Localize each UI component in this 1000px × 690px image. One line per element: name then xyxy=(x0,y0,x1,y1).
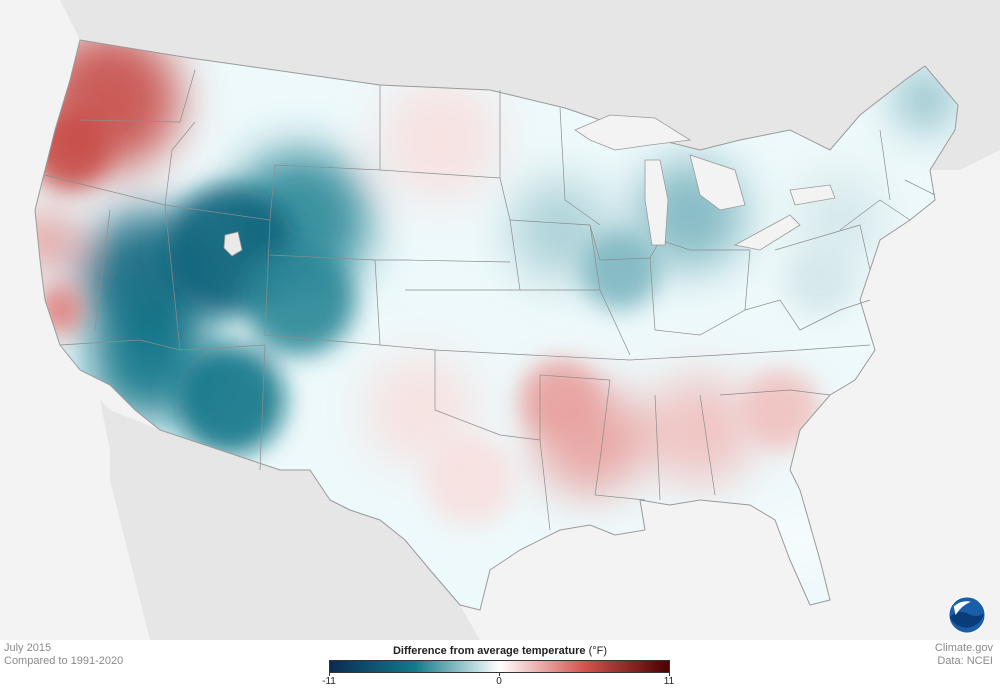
noaa-logo xyxy=(948,596,986,634)
legend-tick-min xyxy=(329,673,330,676)
anomaly-region xyxy=(175,345,285,455)
map-credits: Climate.gov Data: NCEI xyxy=(935,642,993,668)
map-canvas xyxy=(0,0,1000,640)
anomaly-region xyxy=(365,355,475,465)
mexico-land xyxy=(110,410,480,640)
great-salt-lake xyxy=(223,231,243,257)
anomaly-region xyxy=(520,360,600,440)
lake-superior xyxy=(574,114,692,151)
lake-ontario xyxy=(789,184,836,206)
map-date-info: July 2015 Compared to 1991-2020 xyxy=(4,642,123,668)
anomaly-region xyxy=(35,110,110,190)
legend-unit: (°F) xyxy=(588,645,608,657)
legend-tick-max xyxy=(669,673,670,676)
anomaly-region xyxy=(785,245,855,315)
map-date: July 2015 xyxy=(4,642,52,654)
legend-title-text: Difference from average temperature xyxy=(392,645,586,657)
legend-tick-mid xyxy=(499,673,500,676)
surrounding-land xyxy=(0,0,1000,640)
color-scale-bar xyxy=(329,660,670,673)
legend-max-label: 11 xyxy=(663,676,675,687)
legend-title: Difference from average temperature (°F) xyxy=(330,645,670,657)
lake-michigan xyxy=(644,159,669,246)
anomaly-region xyxy=(380,80,500,200)
state-borders xyxy=(44,69,936,531)
lake-erie xyxy=(733,214,801,251)
anomaly-region xyxy=(645,375,755,485)
baja-peninsula xyxy=(100,400,180,610)
great-lakes xyxy=(223,114,836,257)
anomaly-region xyxy=(35,212,73,268)
anomaly-region xyxy=(895,70,955,130)
credit-climate-gov: Climate.gov xyxy=(934,642,993,654)
lake-huron xyxy=(689,154,746,211)
anomaly-region xyxy=(740,370,820,450)
anomaly-region xyxy=(245,245,355,355)
credit-data-source: Data: NCEI xyxy=(937,655,993,667)
temperature-anomaly-map xyxy=(0,0,1000,640)
map-baseline: Compared to 1991-2020 xyxy=(4,655,124,667)
legend-mid-label: 0 xyxy=(496,676,502,687)
anomaly-region xyxy=(580,230,660,310)
canada-land xyxy=(0,0,1000,170)
anomaly-region xyxy=(35,285,85,335)
legend-min-label: -11 xyxy=(322,676,336,687)
anomaly-region xyxy=(425,435,515,525)
